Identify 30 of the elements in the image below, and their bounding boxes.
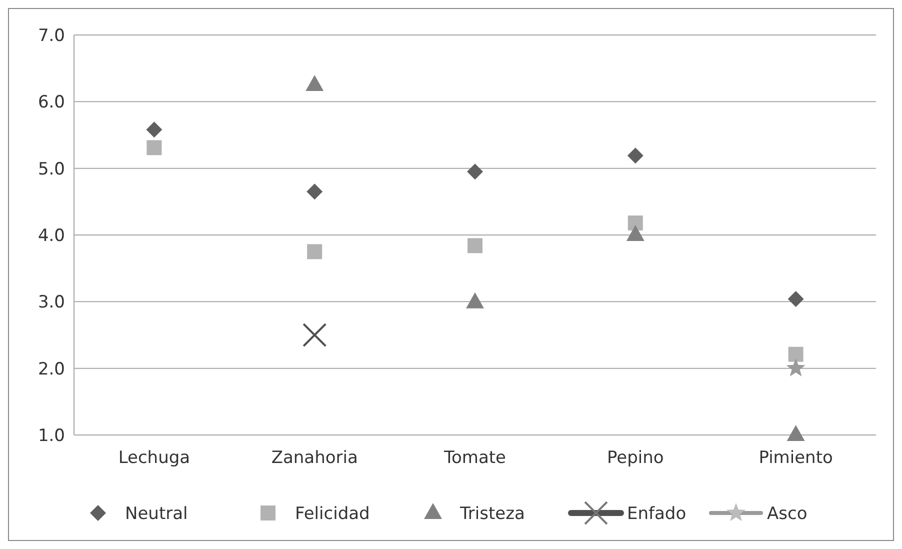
point — [146, 140, 162, 156]
point — [788, 291, 804, 307]
point — [468, 238, 482, 254]
x-tick-label: Pepino — [607, 448, 664, 468]
legend-label: Asco — [767, 504, 808, 524]
x-tick-label: Lechuga — [118, 448, 190, 468]
point — [146, 122, 162, 138]
y-tick-label: 5.0 — [38, 159, 65, 180]
y-tick-label: 3.0 — [38, 292, 65, 313]
legend-label: Neutral — [125, 504, 188, 524]
y-tick-label: 6.0 — [38, 92, 65, 113]
x-tick-label: Zanahoria — [271, 448, 358, 468]
y-tick-label: 4.0 — [38, 226, 65, 246]
point — [786, 425, 805, 441]
point — [307, 244, 322, 260]
legend-label: Tristeza — [459, 504, 525, 524]
point — [306, 184, 323, 200]
y-tick-label: 2.0 — [38, 359, 65, 380]
y-tick-label: 7.0 — [38, 26, 65, 46]
point — [628, 216, 643, 230]
point — [302, 323, 327, 347]
legend-label: Felicidad — [295, 504, 370, 524]
y-tick-label: 1.0 — [38, 426, 65, 446]
legend-label: Enfado — [627, 504, 686, 524]
point — [788, 346, 804, 362]
x-tick-label: Tomate — [443, 448, 506, 468]
point — [627, 148, 644, 164]
x-tick-label: Pimiento — [758, 448, 833, 468]
point — [467, 164, 483, 180]
point — [786, 358, 806, 376]
